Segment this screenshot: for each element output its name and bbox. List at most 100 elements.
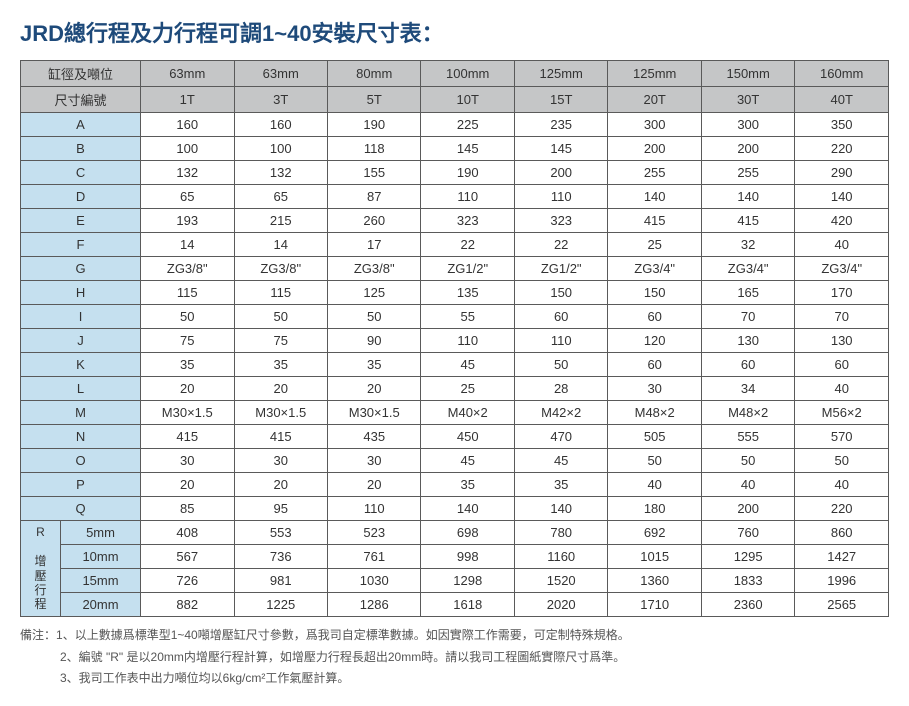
table-cell: 3T bbox=[234, 87, 327, 113]
table-cell: 125mm bbox=[514, 61, 607, 87]
table-cell: 435 bbox=[327, 425, 420, 449]
table-cell: ZG3/4" bbox=[795, 257, 889, 281]
table-cell: Q bbox=[21, 497, 141, 521]
table-cell: M30×1.5 bbox=[141, 401, 234, 425]
table-cell: 20 bbox=[141, 377, 234, 401]
table-cell: 95 bbox=[234, 497, 327, 521]
table-cell: 736 bbox=[234, 545, 327, 569]
table-cell: 523 bbox=[327, 521, 420, 545]
table-cell: 50 bbox=[141, 305, 234, 329]
table-cell: 1996 bbox=[795, 569, 889, 593]
table-cell: 505 bbox=[608, 425, 701, 449]
table-cell: 22 bbox=[514, 233, 607, 257]
table-cell: 28 bbox=[514, 377, 607, 401]
table-cell: 140 bbox=[795, 185, 889, 209]
table-cell: M48×2 bbox=[608, 401, 701, 425]
table-cell: K bbox=[21, 353, 141, 377]
table-cell: 118 bbox=[327, 137, 420, 161]
table-cell: 150mm bbox=[701, 61, 794, 87]
table-cell: 160 bbox=[141, 113, 234, 137]
table-cell: G bbox=[21, 257, 141, 281]
table-cell: 1427 bbox=[795, 545, 889, 569]
table-cell: 20 bbox=[327, 473, 420, 497]
table-cell: 120 bbox=[608, 329, 701, 353]
table-cell: ZG3/4" bbox=[608, 257, 701, 281]
table-cell: 110 bbox=[421, 185, 514, 209]
table-cell: 110 bbox=[421, 329, 514, 353]
table-cell: 135 bbox=[421, 281, 514, 305]
table-cell: ZG3/8" bbox=[141, 257, 234, 281]
table-cell: 17 bbox=[327, 233, 420, 257]
table-cell: 415 bbox=[608, 209, 701, 233]
table-cell: 25 bbox=[608, 233, 701, 257]
table-cell: 200 bbox=[514, 161, 607, 185]
table-cell: M48×2 bbox=[701, 401, 794, 425]
table-cell: 415 bbox=[141, 425, 234, 449]
table-cell: 450 bbox=[421, 425, 514, 449]
table-cell: 90 bbox=[327, 329, 420, 353]
table-cell: 20 bbox=[141, 473, 234, 497]
table-cell: M42×2 bbox=[514, 401, 607, 425]
table-cell: O bbox=[21, 449, 141, 473]
note-line: 1、以上數據爲標準型1~40噸增壓缸尺寸參數，爲我司自定標準數據。如因實際工作需… bbox=[56, 628, 630, 642]
table-cell: 220 bbox=[795, 137, 889, 161]
table-cell: 555 bbox=[701, 425, 794, 449]
table-cell: 180 bbox=[608, 497, 701, 521]
table-cell: 5mm bbox=[61, 521, 141, 545]
table-cell: 32 bbox=[701, 233, 794, 257]
table-cell: 15mm bbox=[61, 569, 141, 593]
table-cell: 160 bbox=[234, 113, 327, 137]
table-cell: 115 bbox=[234, 281, 327, 305]
table-cell: 45 bbox=[514, 449, 607, 473]
table-cell: 1160 bbox=[514, 545, 607, 569]
table-cell: 100 bbox=[234, 137, 327, 161]
table-cell: 30 bbox=[327, 449, 420, 473]
table-cell: 1520 bbox=[514, 569, 607, 593]
table-cell: 115 bbox=[141, 281, 234, 305]
table-cell: 2020 bbox=[514, 593, 607, 617]
table-cell: 140 bbox=[421, 497, 514, 521]
table-cell: 981 bbox=[234, 569, 327, 593]
table-cell: 415 bbox=[701, 209, 794, 233]
table-cell: D bbox=[21, 185, 141, 209]
table-cell: 60 bbox=[701, 353, 794, 377]
table-cell: 50 bbox=[327, 305, 420, 329]
table-cell: N bbox=[21, 425, 141, 449]
table-cell: 30 bbox=[141, 449, 234, 473]
table-cell: M30×1.5 bbox=[327, 401, 420, 425]
table-cell: 570 bbox=[795, 425, 889, 449]
table-cell: 45 bbox=[421, 353, 514, 377]
table-cell: 145 bbox=[421, 137, 514, 161]
table-cell: 125 bbox=[327, 281, 420, 305]
table-cell: 260 bbox=[327, 209, 420, 233]
table-cell: F bbox=[21, 233, 141, 257]
table-cell: I bbox=[21, 305, 141, 329]
table-cell: 2565 bbox=[795, 593, 889, 617]
table-cell: 30 bbox=[234, 449, 327, 473]
table-cell: 780 bbox=[514, 521, 607, 545]
table-cell: 50 bbox=[701, 449, 794, 473]
table-cell: 75 bbox=[234, 329, 327, 353]
table-cell: 1298 bbox=[421, 569, 514, 593]
table-cell: 110 bbox=[514, 185, 607, 209]
table-cell: 25 bbox=[421, 377, 514, 401]
table-cell: 30T bbox=[701, 87, 794, 113]
table-cell: 132 bbox=[234, 161, 327, 185]
table-cell: 1710 bbox=[608, 593, 701, 617]
table-cell: 50 bbox=[608, 449, 701, 473]
table-cell: 190 bbox=[421, 161, 514, 185]
table-cell: 255 bbox=[701, 161, 794, 185]
table-cell: M bbox=[21, 401, 141, 425]
table-cell: 882 bbox=[141, 593, 234, 617]
table-cell: 200 bbox=[608, 137, 701, 161]
table-cell: 85 bbox=[141, 497, 234, 521]
table-cell: 760 bbox=[701, 521, 794, 545]
table-cell: 408 bbox=[141, 521, 234, 545]
table-cell: 225 bbox=[421, 113, 514, 137]
table-cell: 220 bbox=[795, 497, 889, 521]
page-title: JRD總行程及力行程可調1~40安裝尺寸表： bbox=[20, 16, 889, 48]
table-cell: 60 bbox=[795, 353, 889, 377]
table-cell: 1618 bbox=[421, 593, 514, 617]
table-cell: 190 bbox=[327, 113, 420, 137]
table-cell: P bbox=[21, 473, 141, 497]
